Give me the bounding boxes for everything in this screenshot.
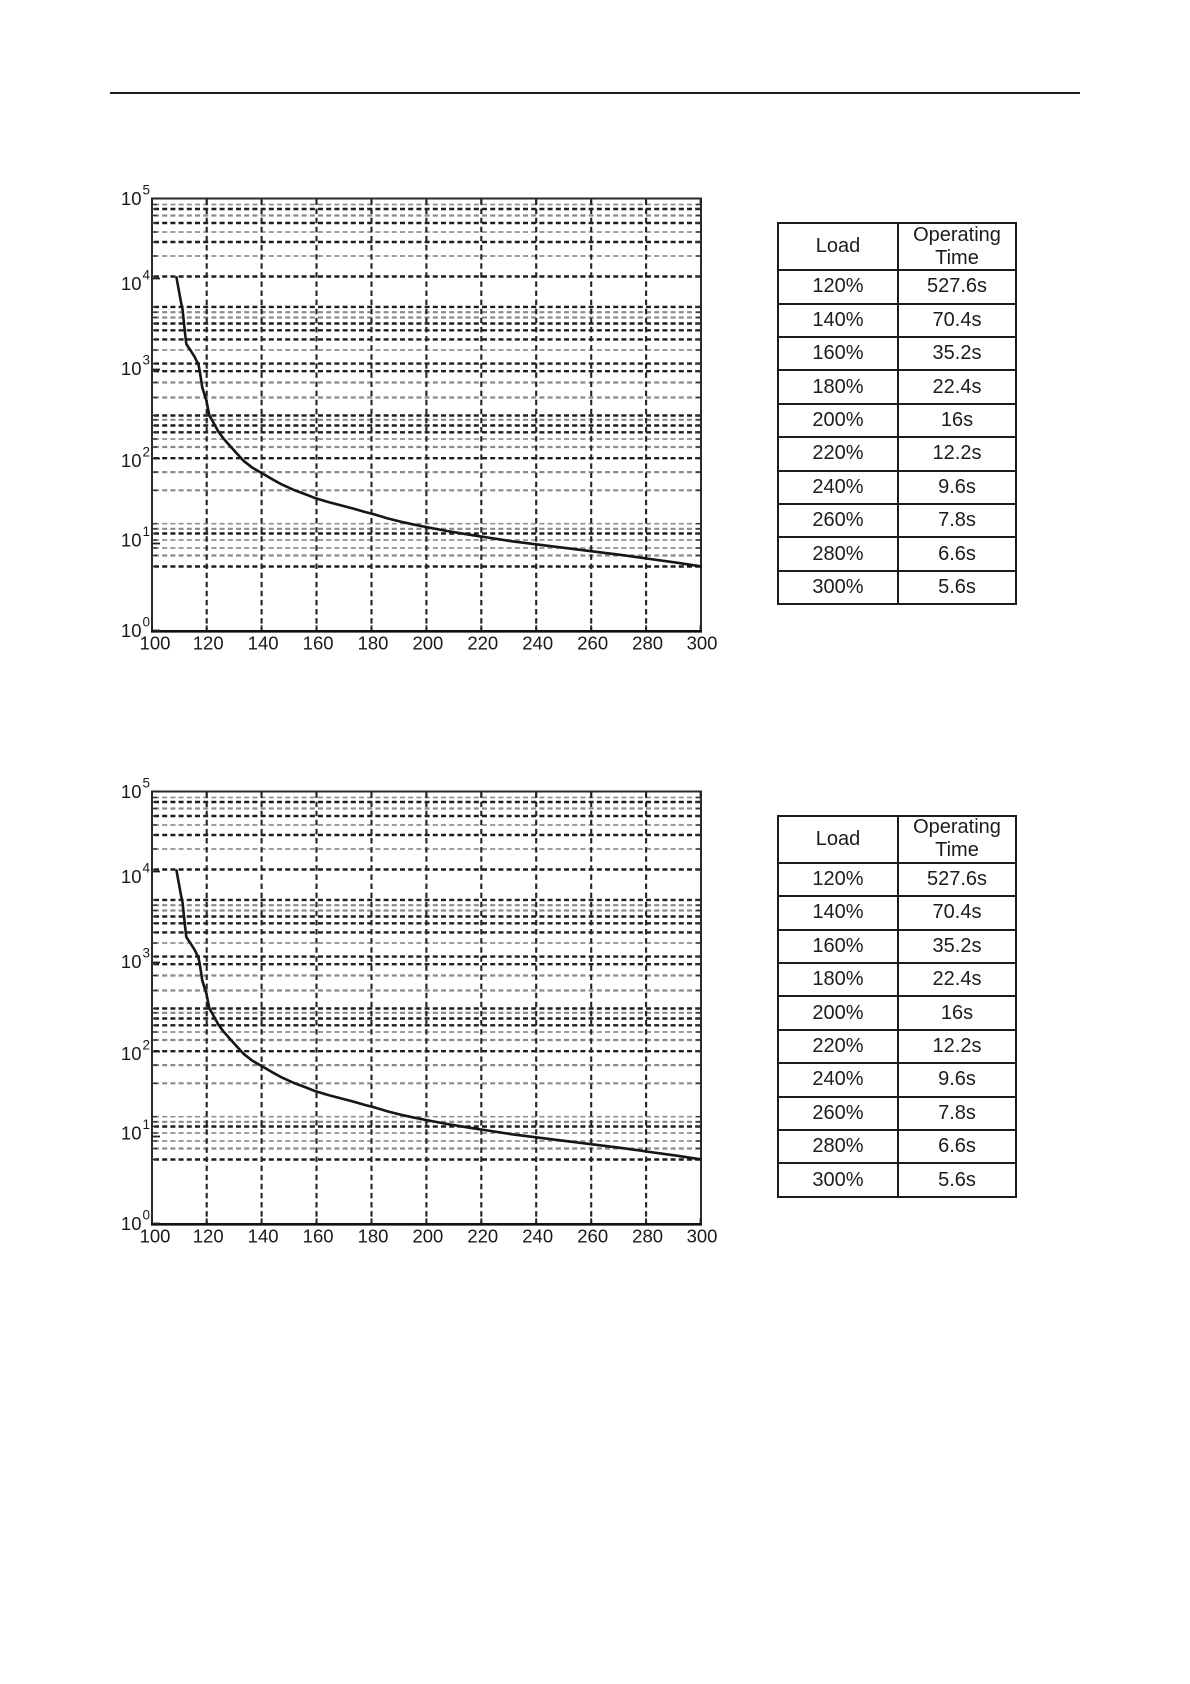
- svg-text:10: 10: [121, 866, 142, 887]
- svg-text:180: 180: [358, 633, 389, 654]
- svg-text:100: 100: [140, 633, 171, 654]
- svg-text:4: 4: [143, 268, 151, 283]
- svg-text:200: 200: [412, 633, 443, 654]
- svg-text:160: 160: [303, 1226, 334, 1247]
- svg-text:260: 260: [577, 1226, 608, 1247]
- svg-text:3: 3: [143, 946, 151, 961]
- svg-text:140: 140: [248, 1226, 279, 1247]
- svg-text:300: 300: [687, 1226, 718, 1247]
- svg-text:4: 4: [143, 861, 151, 876]
- svg-text:10: 10: [121, 1213, 142, 1234]
- svg-text:1: 1: [143, 524, 151, 539]
- svg-text:10: 10: [121, 951, 142, 972]
- svg-text:10: 10: [121, 1043, 142, 1064]
- svg-text:280: 280: [632, 1226, 663, 1247]
- svg-text:10: 10: [121, 1123, 142, 1144]
- svg-text:10: 10: [121, 273, 142, 294]
- svg-text:120: 120: [193, 633, 224, 654]
- svg-text:10: 10: [121, 358, 142, 379]
- svg-text:220: 220: [467, 1226, 498, 1247]
- svg-text:2: 2: [143, 1038, 151, 1053]
- svg-text:1: 1: [143, 1117, 151, 1132]
- svg-text:0: 0: [143, 615, 151, 630]
- svg-text:160: 160: [303, 633, 334, 654]
- svg-text:10: 10: [121, 450, 142, 471]
- svg-text:220: 220: [467, 633, 498, 654]
- svg-text:300: 300: [687, 633, 718, 654]
- svg-text:0: 0: [143, 1208, 151, 1223]
- svg-text:10: 10: [121, 781, 142, 802]
- svg-text:10: 10: [121, 620, 142, 641]
- svg-text:10: 10: [121, 188, 142, 209]
- svg-text:2: 2: [143, 445, 151, 460]
- svg-text:3: 3: [143, 353, 151, 368]
- svg-text:280: 280: [632, 633, 663, 654]
- svg-text:140: 140: [248, 633, 279, 654]
- svg-text:100: 100: [140, 1226, 171, 1247]
- svg-text:240: 240: [522, 633, 553, 654]
- svg-text:240: 240: [522, 1226, 553, 1247]
- svg-text:260: 260: [577, 633, 608, 654]
- svg-text:10: 10: [121, 530, 142, 551]
- svg-text:120: 120: [193, 1226, 224, 1247]
- svg-text:180: 180: [358, 1226, 389, 1247]
- svg-text:200: 200: [412, 1226, 443, 1247]
- svg-text:5: 5: [143, 183, 151, 198]
- svg-text:5: 5: [143, 776, 151, 791]
